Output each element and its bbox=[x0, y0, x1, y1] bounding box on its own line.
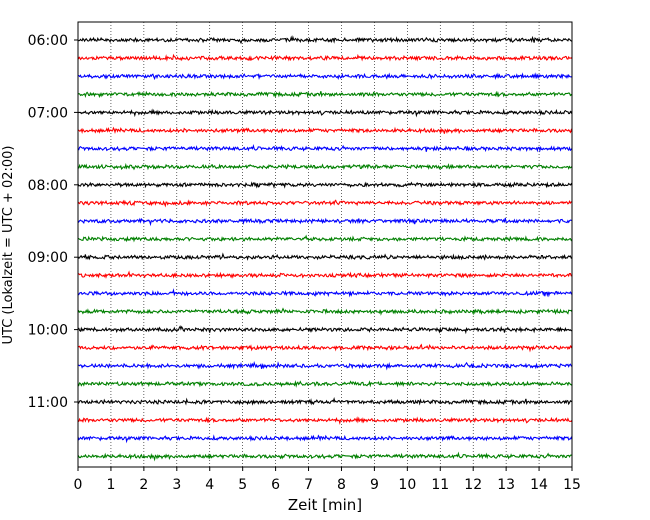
x-tick-label: 2 bbox=[139, 477, 148, 493]
seismic-trace bbox=[77, 361, 573, 371]
seismic-trace bbox=[77, 451, 573, 462]
x-tick-label: 0 bbox=[74, 477, 83, 493]
x-tick-label: 7 bbox=[304, 477, 313, 493]
plot-background bbox=[78, 22, 572, 467]
x-tick-label: 9 bbox=[370, 477, 379, 493]
seismic-trace bbox=[77, 217, 573, 227]
x-axis-label: Zeit [min] bbox=[288, 496, 362, 514]
seismic-trace bbox=[77, 90, 573, 99]
x-tick-label: 10 bbox=[398, 477, 416, 493]
y-axis-ticks: 06:00 07:00 08:00 09:00 10:00 11:00 bbox=[28, 33, 78, 411]
seismic-trace bbox=[77, 234, 573, 243]
seismic-trace bbox=[77, 397, 573, 406]
y-tick-label: 10:00 bbox=[28, 323, 68, 339]
x-gridlines bbox=[110, 22, 540, 467]
seismic-trace bbox=[78, 162, 573, 171]
seismic-trace bbox=[77, 434, 573, 444]
seismic-trace bbox=[77, 325, 573, 335]
y-tick-label: 09:00 bbox=[28, 250, 68, 266]
seismic-trace bbox=[77, 199, 573, 208]
plot-frame bbox=[77, 21, 573, 468]
seismic-trace bbox=[77, 143, 573, 153]
x-tick-label: 1 bbox=[106, 477, 115, 493]
seismic-traces bbox=[77, 35, 573, 462]
seismic-trace bbox=[77, 252, 573, 261]
y-tick-label: 07:00 bbox=[28, 105, 68, 121]
seismic-trace bbox=[77, 416, 573, 425]
x-tick-label: 13 bbox=[497, 477, 515, 493]
x-tick-label: 3 bbox=[172, 477, 181, 493]
y-tick-label: 11:00 bbox=[28, 395, 68, 411]
x-tick-label: 12 bbox=[464, 477, 482, 493]
x-axis-ticks: 0 1 2 3 4 5 6 7 8 9 10 11 12 13 14 15 bbox=[74, 467, 581, 493]
seismic-trace bbox=[77, 270, 573, 279]
x-tick-label: 5 bbox=[238, 477, 247, 493]
x-tick-label: 15 bbox=[563, 477, 581, 493]
seismic-trace bbox=[77, 126, 573, 135]
x-tick-label: 14 bbox=[530, 477, 548, 493]
seismic-trace bbox=[77, 288, 573, 298]
seismic-trace bbox=[77, 307, 573, 316]
seismic-trace bbox=[77, 343, 573, 353]
seismic-trace bbox=[77, 35, 573, 45]
y-axis-label: UTC (Lokalzeit = UTC + 02:00) bbox=[1, 146, 16, 345]
y-tick-label: 08:00 bbox=[28, 178, 68, 194]
y-tick-label: 06:00 bbox=[28, 33, 68, 49]
seismic-trace bbox=[77, 72, 573, 81]
x-tick-label: 11 bbox=[431, 477, 449, 493]
x-tick-label: 4 bbox=[205, 477, 214, 493]
seismic-trace bbox=[77, 379, 573, 388]
seismic-trace bbox=[77, 181, 573, 189]
seismic-trace bbox=[77, 108, 573, 118]
x-tick-label: 8 bbox=[337, 477, 346, 493]
seismic-trace bbox=[77, 53, 573, 62]
x-tick-label: 6 bbox=[271, 477, 280, 493]
